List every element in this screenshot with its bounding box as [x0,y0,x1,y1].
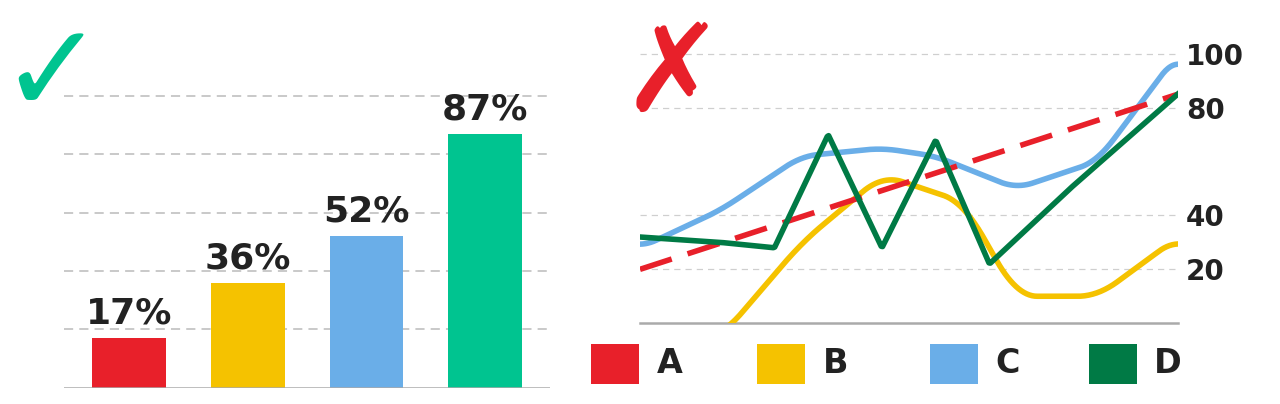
FancyBboxPatch shape [756,344,805,384]
Text: B: B [823,347,847,380]
Text: ✓: ✓ [0,17,104,138]
Bar [211,283,284,388]
Bar [92,338,166,388]
Text: 36%: 36% [205,242,291,276]
FancyBboxPatch shape [1088,344,1137,384]
Text: A: A [657,347,682,380]
FancyBboxPatch shape [591,344,639,384]
Text: 87%: 87% [442,93,529,127]
Text: 52%: 52% [324,195,410,229]
Text: 17%: 17% [86,297,173,331]
FancyBboxPatch shape [929,344,978,384]
Text: C: C [996,347,1020,380]
Text: ✗: ✗ [622,19,724,136]
Bar [330,236,403,388]
Bar [448,134,522,388]
Text: D: D [1155,347,1181,380]
